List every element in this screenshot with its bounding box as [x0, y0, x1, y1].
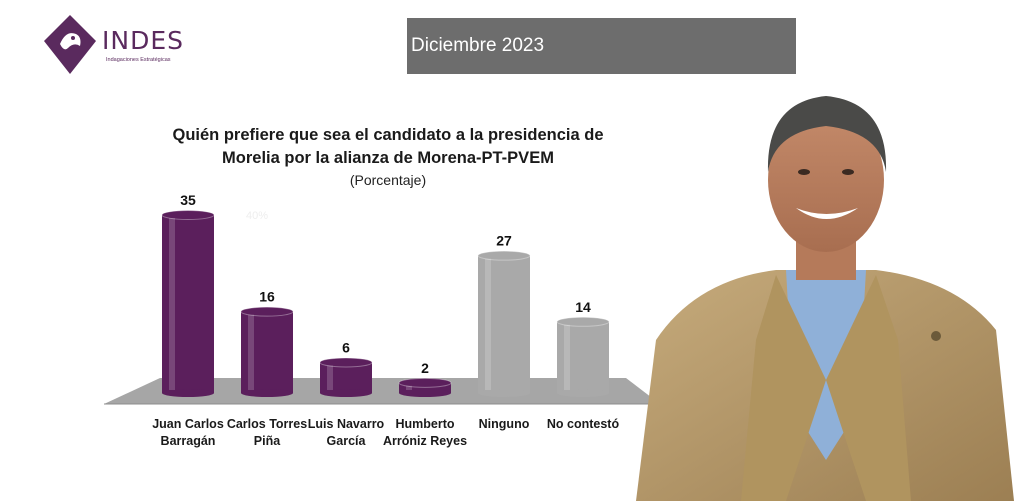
- brand-name: INDES: [102, 26, 184, 55]
- bar-chart: 35 Juan Carlos Barragán 16 Carlos Torres Piña…: [104, 192, 660, 448]
- bar-body: [399, 382, 451, 393]
- bar-base: [557, 389, 609, 397]
- bar-body: [241, 311, 293, 393]
- bar-body: [478, 255, 530, 393]
- bar: [319, 357, 373, 397]
- category-label: Ninguno: [479, 417, 530, 431]
- bar-base: [241, 389, 293, 397]
- category-label: Humberto: [395, 417, 454, 431]
- category-label: Carlos Torres: [227, 417, 307, 431]
- indes-logo: INDES Indagaciones Estratégicas: [40, 12, 190, 78]
- category-label: Juan Carlos: [152, 417, 224, 431]
- chart-subtitle: (Porcentaje): [349, 172, 427, 188]
- bar-body: [557, 321, 609, 393]
- chart-title-line-2: Morelia por la alianza de Morena-PT-PVEM: [222, 149, 554, 167]
- bar-cap: [477, 250, 531, 261]
- bar: [398, 377, 452, 397]
- category-label: Piña: [254, 434, 281, 448]
- bar-cap: [240, 306, 294, 317]
- bar-base: [162, 389, 214, 397]
- bar-body: [320, 362, 372, 393]
- bar: [240, 306, 294, 397]
- bar: [556, 316, 610, 397]
- bar-highlight: [406, 385, 412, 390]
- date-banner: Diciembre 2023: [407, 18, 796, 74]
- data-label: 6: [342, 339, 350, 355]
- bar-base: [399, 389, 451, 397]
- data-label: 27: [496, 233, 512, 249]
- data-label: 2: [421, 360, 429, 376]
- data-label: 14: [575, 299, 591, 315]
- bar-cap: [161, 210, 215, 220]
- bar: [161, 210, 215, 397]
- chart-title-line-1: Quién prefiere que sea el candidato a la…: [172, 126, 604, 144]
- category-label: García: [327, 434, 367, 448]
- bar-cap: [398, 377, 452, 388]
- indes-emblem-icon: [44, 15, 96, 74]
- category-label: Luis Navarro: [308, 417, 385, 431]
- category-label: Barragán: [161, 434, 216, 448]
- bar-highlight: [248, 314, 254, 390]
- candidate-photo: [636, 96, 1014, 501]
- bar-highlight: [169, 218, 175, 390]
- data-label: 16: [259, 289, 275, 305]
- watermark-text: 40%: [246, 210, 269, 222]
- bar-base: [320, 389, 372, 397]
- bar-body: [162, 215, 214, 393]
- data-label: 35: [180, 192, 196, 208]
- bar-cap: [319, 357, 373, 368]
- bar-cap: [556, 316, 610, 327]
- bar: [477, 250, 531, 397]
- date-label: Diciembre 2023: [411, 35, 545, 56]
- bar-highlight: [485, 258, 491, 390]
- category-label: No contestó: [547, 417, 620, 431]
- bar-highlight: [564, 324, 570, 390]
- bar-base: [478, 389, 530, 397]
- chart-title: Quién prefiere que sea el candidato a la…: [150, 124, 626, 170]
- bar-highlight: [327, 365, 333, 390]
- category-label: Arróniz Reyes: [383, 434, 467, 448]
- brand-tagline: Indagaciones Estratégicas: [106, 57, 171, 63]
